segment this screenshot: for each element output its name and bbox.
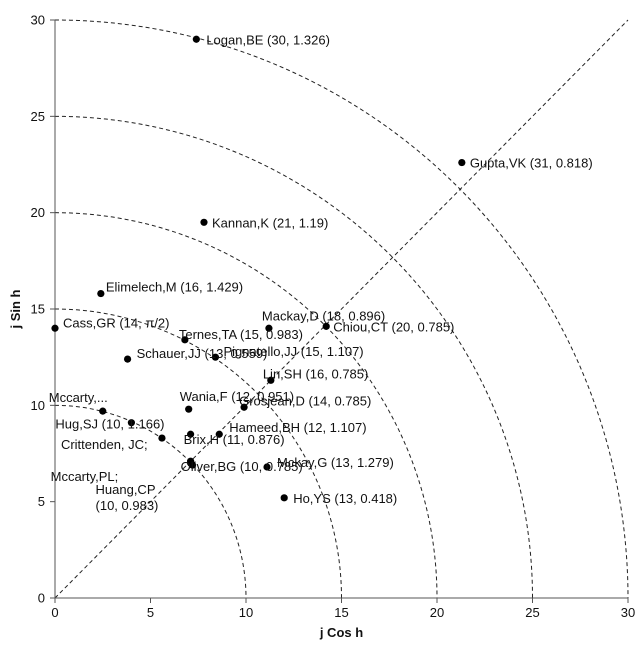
y-tick-label: 10 (31, 398, 45, 413)
point-label: Crittenden, JC; (61, 437, 148, 452)
data-point (127, 419, 135, 427)
point-label: Grosjean,D (14, 0.785) (239, 393, 371, 408)
point-label: Pignatello,JJ (15, 1.107) (223, 344, 363, 359)
data-point (97, 289, 105, 298)
data-point (200, 218, 208, 226)
point-label: Ho,YS (13, 0.418) (293, 491, 397, 506)
data-point (267, 376, 275, 384)
point-label: Lin,SH (16, 0.785) (263, 366, 369, 381)
data-point (187, 430, 195, 438)
y-tick-label: 15 (31, 302, 45, 317)
point-label: Mckay,G (13, 1.279) (277, 455, 394, 470)
data-point (215, 430, 223, 438)
point-label: Mccarty,PL; (51, 469, 119, 484)
x-tick-label: 30 (621, 605, 635, 620)
point-label: Ternes,TA (15, 0.983) (179, 327, 303, 342)
x-tick-label: 0 (51, 605, 58, 620)
data-point (263, 463, 271, 471)
y-axis-title: j Sin h (8, 289, 23, 329)
x-tick-label: 15 (334, 605, 348, 620)
point-label: Gupta,VK (31, 0.818) (470, 156, 593, 171)
reference-line-45deg (54, 19, 629, 599)
point-label: Elimelech,M (16, 1.429) (106, 280, 243, 295)
y-tick-label: 30 (31, 13, 45, 28)
data-point (211, 353, 220, 361)
point-label: Hameed,BH (12, 1.107) (229, 420, 366, 435)
x-tick-label: 20 (430, 605, 444, 620)
data-point (265, 324, 273, 332)
point-label: Schauer,JJ (13, 0.559) (137, 346, 268, 361)
data-point (181, 336, 189, 344)
data-point (158, 434, 166, 442)
point-label: Mackay,D (18, 0.896) (262, 308, 385, 323)
point-label: Hug,SJ (10, 1.166) (55, 417, 164, 432)
y-tick-label: 20 (31, 205, 45, 220)
point-label: Chiou,CT (20, 0.785) (333, 319, 454, 334)
y-tick-label: 25 (31, 109, 45, 124)
y-tick-label: 5 (38, 494, 45, 509)
reference-arc-r25 (54, 115, 533, 599)
x-axis-ticks: 0 5 10 15 20 25 30 (51, 598, 635, 620)
x-axis-title: j Cos h (319, 625, 363, 640)
point-label: Kannan,K (21, 1.19) (212, 215, 328, 230)
point-label: Mccarty,... (49, 390, 108, 405)
y-axis-ticks: 0 5 10 15 20 25 30 (31, 13, 55, 606)
point-label: (10, 0.983) (96, 498, 159, 513)
data-point (458, 158, 466, 167)
x-tick-label: 25 (525, 605, 539, 620)
point-label: Brix,H (11, 0.876) (184, 432, 285, 447)
data-point (51, 324, 59, 332)
data-point (322, 322, 330, 330)
reference-arc-r20 (54, 212, 438, 599)
data-point (123, 355, 132, 363)
x-tick-label: 5 (147, 605, 154, 620)
point-label: Logan,BE (30, 1.326) (206, 32, 330, 47)
data-points (51, 35, 466, 502)
data-point (185, 405, 193, 413)
data-point (188, 461, 197, 469)
data-point (240, 403, 248, 411)
point-labels: Logan,BE (30, 1.326) Gupta,VK (31, 0.818)… (49, 32, 593, 513)
x-tick-label: 10 (239, 605, 253, 620)
y-tick-label: 0 (38, 591, 45, 606)
data-point (280, 494, 288, 502)
point-label: Oliver,BG (10, 0.785) (181, 459, 303, 474)
data-point (192, 35, 200, 43)
point-label: Huang,CP (96, 482, 156, 497)
point-label: Cass,GR (14, π/2) (63, 315, 170, 330)
data-point (99, 407, 107, 415)
point-label: Wania,F (12, 0.951) (180, 389, 294, 404)
